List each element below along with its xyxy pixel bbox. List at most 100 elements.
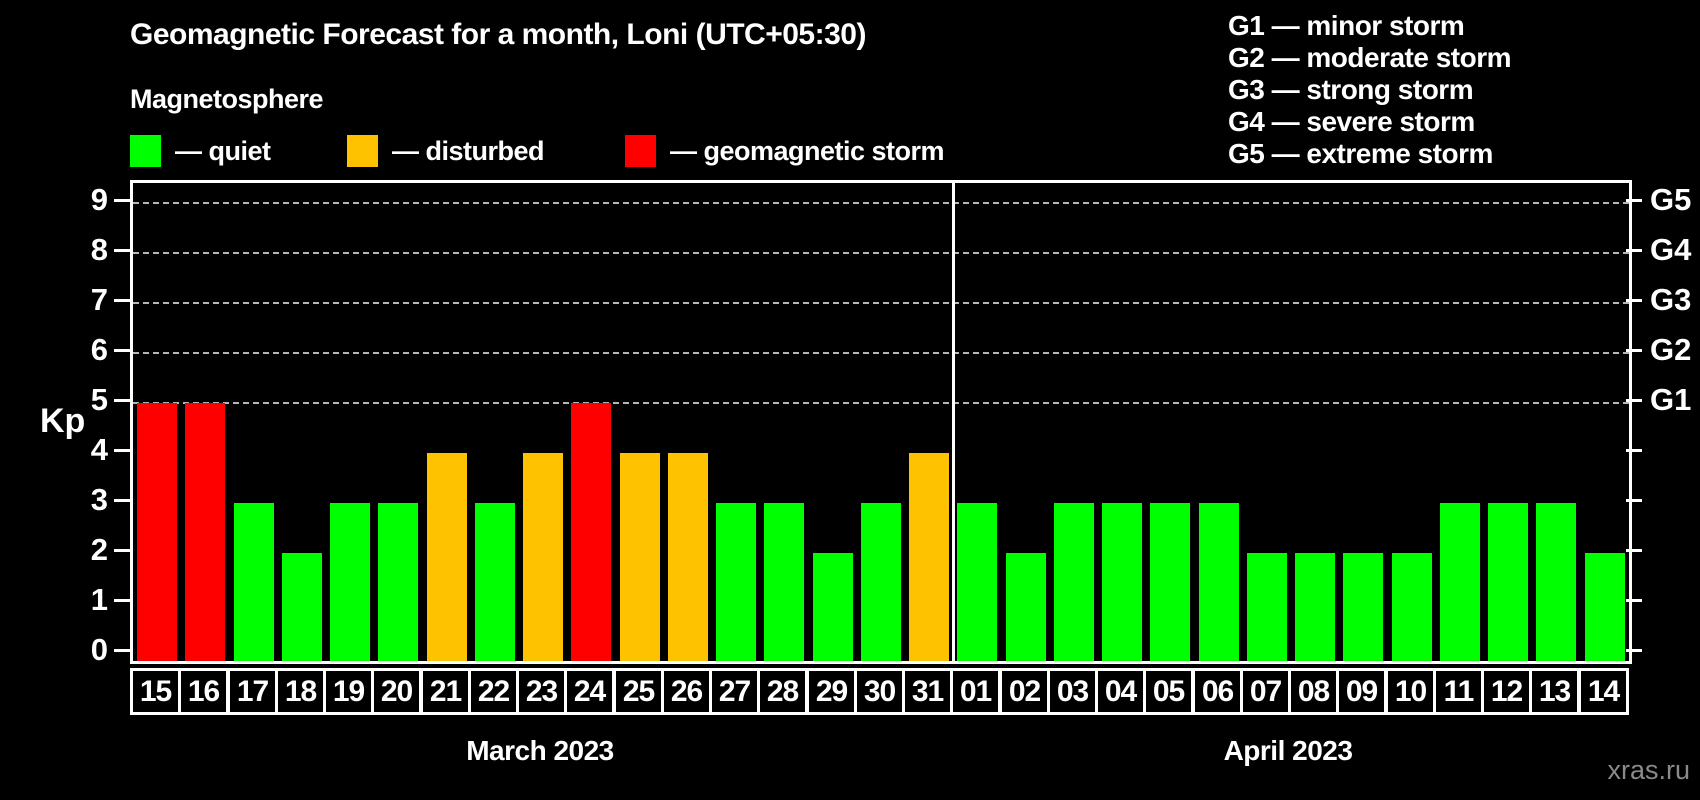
- date-label-31: 31: [902, 668, 953, 715]
- month-separator-line: [952, 183, 955, 661]
- kp-bar-march-30: [861, 503, 901, 661]
- date-label-04: 04: [1095, 668, 1146, 715]
- legend-item-quiet: — quiet: [130, 135, 271, 167]
- left-tick-kp8: [114, 249, 130, 252]
- legend-label-quiet: — quiet: [175, 135, 271, 166]
- g-tick-label-g5: G5: [1650, 182, 1692, 217]
- disturbed-color-swatch: [347, 135, 378, 167]
- kp-bar-april-04: [1102, 503, 1142, 661]
- gridline-kp6: [133, 352, 1629, 354]
- kp-bar-march-31: [909, 453, 949, 661]
- g-tick-label-g1: G1: [1650, 382, 1692, 417]
- date-label-01: 01: [950, 668, 1001, 715]
- right-tick-kp6: [1626, 349, 1642, 352]
- date-label-19: 19: [323, 668, 374, 715]
- gridline-kp9: [133, 202, 1629, 204]
- kp-bar-march-18: [282, 553, 322, 661]
- left-tick-kp0: [114, 649, 130, 652]
- right-tick-kp9: [1626, 199, 1642, 202]
- kp-bar-march-20: [378, 503, 418, 661]
- quiet-color-swatch: [130, 135, 161, 167]
- right-tick-kp0: [1626, 649, 1642, 652]
- y-tick-label-9: 9: [90, 182, 108, 217]
- date-label-17: 17: [227, 668, 278, 715]
- kp-bar-april-12: [1488, 503, 1528, 661]
- left-tick-kp2: [114, 549, 130, 552]
- left-tick-kp6: [114, 349, 130, 352]
- g-tick-label-g3: G3: [1650, 282, 1692, 317]
- kp-bar-march-17: [234, 503, 274, 661]
- date-label-24: 24: [564, 668, 615, 715]
- date-label-07: 07: [1240, 668, 1291, 715]
- date-label-12: 12: [1481, 668, 1532, 715]
- kp-bar-april-08: [1295, 553, 1335, 661]
- left-tick-kp3: [114, 499, 130, 502]
- legend-label-disturbed: — disturbed: [392, 135, 545, 166]
- kp-bar-march-26: [668, 453, 708, 661]
- kp-bar-april-09: [1343, 553, 1383, 661]
- date-label-23: 23: [516, 668, 567, 715]
- left-tick-kp7: [114, 299, 130, 302]
- right-tick-kp4: [1626, 449, 1642, 452]
- watermark: xras.ru: [1607, 755, 1690, 785]
- date-label-28: 28: [757, 668, 808, 715]
- date-label-29: 29: [806, 668, 857, 715]
- date-label-06: 06: [1192, 668, 1243, 715]
- kp-bar-march-27: [716, 503, 756, 661]
- date-label-27: 27: [709, 668, 760, 715]
- kp-bar-march-23: [523, 453, 563, 661]
- month-label-april: April 2023: [1223, 735, 1353, 766]
- g-legend-line-g1: G1 — minor storm: [1228, 10, 1465, 41]
- kp-bar-march-15: [137, 403, 177, 661]
- date-label-25: 25: [613, 668, 664, 715]
- left-tick-kp5: [114, 399, 130, 402]
- date-label-16: 16: [178, 668, 229, 715]
- month-label-march: March 2023: [466, 735, 614, 766]
- date-label-30: 30: [854, 668, 905, 715]
- kp-bar-april-01: [957, 503, 997, 661]
- kp-bar-april-07: [1247, 553, 1287, 661]
- kp-bar-april-03: [1054, 503, 1094, 661]
- y-tick-label-8: 8: [90, 232, 108, 267]
- kp-bar-april-10: [1392, 553, 1432, 661]
- legend-item-storm: — geomagnetic storm: [625, 135, 945, 167]
- left-tick-kp4: [114, 449, 130, 452]
- y-tick-label-7: 7: [90, 282, 108, 317]
- date-label-05: 05: [1143, 668, 1194, 715]
- plot-area: [130, 180, 1632, 664]
- kp-bar-march-25: [620, 453, 660, 661]
- date-label-08: 08: [1288, 668, 1339, 715]
- right-tick-kp7: [1626, 299, 1642, 302]
- kp-bar-april-13: [1536, 503, 1576, 661]
- y-tick-label-1: 1: [90, 582, 108, 617]
- g-legend-line-g2: G2 — moderate storm: [1228, 42, 1512, 73]
- y-tick-label-2: 2: [90, 532, 108, 567]
- date-label-18: 18: [275, 668, 326, 715]
- kp-bar-april-06: [1199, 503, 1239, 661]
- date-label-09: 09: [1336, 668, 1387, 715]
- y-tick-label-4: 4: [90, 432, 108, 467]
- g-tick-label-g2: G2: [1650, 332, 1692, 367]
- g-legend-line-g4: G4 — severe storm: [1228, 106, 1475, 137]
- kp-bar-april-05: [1150, 503, 1190, 661]
- right-tick-kp3: [1626, 499, 1642, 502]
- date-axis-row: 15 16 17 18 19 20 21 22 23 24 25 26 27 28 29 30 31 01 02 03…: [130, 668, 1632, 715]
- right-tick-kp1: [1626, 599, 1642, 602]
- date-label-20: 20: [371, 668, 422, 715]
- date-label-26: 26: [661, 668, 712, 715]
- y-tick-label-5: 5: [90, 382, 108, 417]
- kp-bar-march-21: [427, 453, 467, 661]
- kp-bar-march-16: [185, 403, 225, 661]
- legend-item-disturbed: — disturbed: [347, 135, 545, 167]
- kp-bar-march-22: [475, 503, 515, 661]
- g-tick-label-g4: G4: [1650, 232, 1692, 267]
- date-label-21: 21: [420, 668, 471, 715]
- kp-bar-march-19: [330, 503, 370, 661]
- date-label-03: 03: [1047, 668, 1098, 715]
- storm-color-swatch: [625, 135, 656, 167]
- kp-bar-april-11: [1440, 503, 1480, 661]
- date-label-22: 22: [468, 668, 519, 715]
- chart-subtitle: Magnetosphere: [130, 84, 324, 114]
- date-label-13: 13: [1529, 668, 1580, 715]
